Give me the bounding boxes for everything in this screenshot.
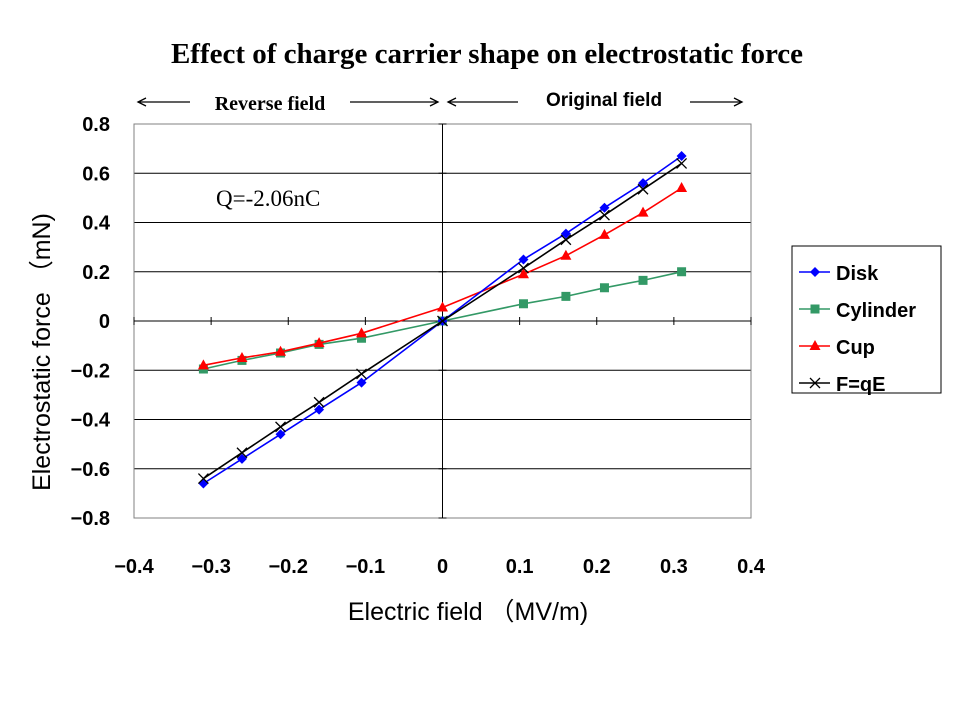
data-point-cup — [517, 268, 529, 279]
data-point-disk — [198, 478, 209, 489]
data-point-f-qe — [437, 315, 448, 327]
x-tick-label: 0.4 — [737, 556, 766, 578]
data-point-f-qe — [637, 183, 649, 195]
original-field-arrow — [446, 97, 744, 107]
y-tick-label: 0 — [99, 311, 110, 333]
data-point-cylinder — [518, 299, 528, 309]
data-point-cup — [637, 206, 649, 217]
x-tick-label: −0.3 — [191, 556, 230, 578]
series-layer — [197, 151, 688, 489]
series-cup — [197, 182, 688, 370]
legend-marker-cylinder — [810, 304, 820, 314]
data-point-disk — [236, 453, 247, 464]
x-tick-label: 0.3 — [660, 556, 688, 578]
legend-marker-f-qe — [809, 377, 821, 389]
data-point-f-qe — [356, 368, 367, 380]
data-point-cylinder — [357, 333, 367, 343]
data-point-cup — [275, 345, 287, 356]
data-point-cup — [356, 327, 368, 338]
charge-annotation: Q=-2.06nC — [216, 186, 320, 211]
data-point-cup — [437, 301, 448, 312]
legend-label-disk: Disk — [836, 263, 879, 285]
data-point-cylinder — [561, 291, 571, 301]
legend-label-cup: Cup — [836, 337, 875, 359]
data-point-cylinder — [677, 267, 687, 277]
y-tick-label: 0.8 — [82, 114, 110, 136]
data-point-f-qe — [275, 421, 286, 433]
original-field-label: Original field — [546, 90, 662, 111]
legend-marker-disk — [810, 267, 820, 277]
data-point-disk — [560, 228, 571, 239]
data-point-disk — [314, 404, 325, 415]
data-point-f-qe — [518, 262, 529, 274]
data-point-cup — [313, 337, 325, 348]
x-axis-title: Electric field （MV/m) — [348, 598, 588, 626]
data-point-cup — [236, 351, 248, 362]
y-tick-label: −0.6 — [71, 459, 110, 481]
data-point-f-qe — [599, 209, 610, 221]
data-point-disk — [599, 202, 610, 213]
legend: Disk Cylinder Cup F=qE — [799, 263, 916, 396]
data-point-f-qe — [236, 447, 248, 459]
reverse-field-label: Reverse field — [215, 93, 326, 115]
x-tick-label: −0.2 — [269, 556, 308, 578]
chart-title: Effect of charge carrier shape on electr… — [171, 38, 803, 70]
data-point-cylinder — [599, 283, 609, 293]
data-point-disk — [638, 178, 649, 189]
data-point-disk — [518, 254, 529, 265]
y-tick-label: −0.8 — [71, 508, 110, 530]
legend-label-cylinder: Cylinder — [836, 300, 916, 322]
y-tick-label: 0.6 — [82, 163, 110, 185]
data-point-f-qe — [197, 473, 209, 485]
y-tick-label: −0.4 — [71, 410, 111, 432]
y-tick-label: 0.4 — [82, 213, 111, 235]
legend-label-f-qe: F=qE — [836, 374, 885, 396]
legend-marker-cup — [809, 340, 821, 350]
x-tick-label: −0.4 — [114, 556, 154, 578]
data-point-f-qe — [560, 234, 572, 246]
data-point-disk — [356, 377, 367, 388]
data-point-disk — [676, 151, 687, 162]
data-point-cylinder — [638, 275, 648, 285]
data-point-cup — [197, 359, 209, 370]
x-tick-label: −0.1 — [346, 556, 385, 578]
x-tick-label: 0.2 — [583, 556, 611, 578]
series-f-qe — [197, 157, 688, 485]
x-tick-labels: −0.4 −0.3 −0.2 −0.1 0 0.1 0.2 0.3 0.4 — [114, 556, 766, 578]
y-tick-label: −0.2 — [71, 360, 110, 382]
data-point-cup — [598, 228, 610, 239]
x-tick-label: 0.1 — [506, 556, 534, 578]
data-point-disk — [275, 429, 286, 440]
data-point-cup — [560, 249, 572, 260]
data-point-cup — [676, 182, 688, 193]
y-axis-title: Electrostatic force （mN) — [28, 213, 56, 491]
reverse-field-arrow — [136, 97, 440, 107]
data-point-f-qe — [313, 396, 325, 408]
y-tick-label: 0.2 — [82, 262, 110, 284]
x-tick-label: 0 — [437, 556, 448, 578]
data-point-f-qe — [676, 157, 688, 169]
y-tick-labels: 0.8 0.6 0.4 0.2 0 −0.2 −0.4 −0.6 −0.8 — [71, 114, 111, 530]
